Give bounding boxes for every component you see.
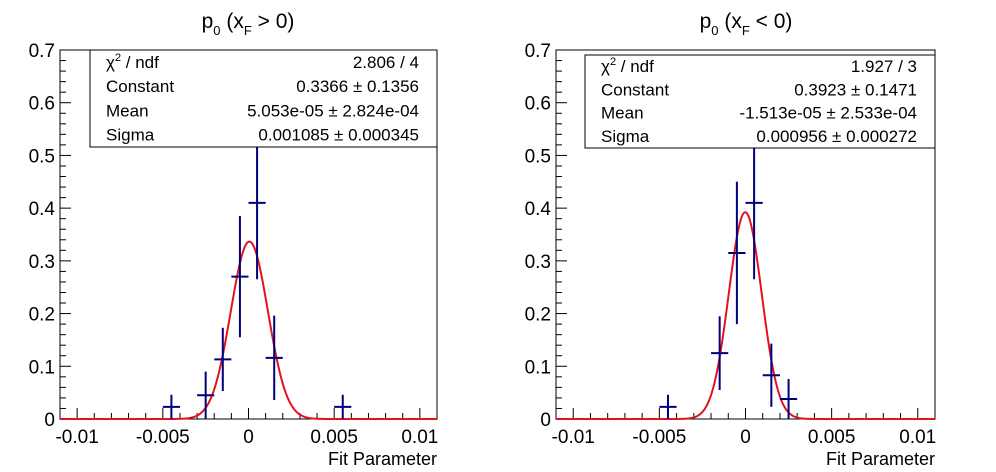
y-tick-label: 0.1: [29, 357, 55, 378]
stats-label: Sigma: [601, 127, 650, 146]
data-point: [334, 394, 352, 419]
x-axis-label: Fit Parameter: [826, 449, 935, 469]
y-tick-label: 0.7: [29, 41, 55, 62]
data-point: [214, 327, 232, 392]
title-part-1: 0: [711, 23, 718, 38]
y-tick-label: 0.2: [29, 305, 55, 326]
stats-value: 0.3366 ± 0.1356: [296, 77, 419, 96]
x-tick-label: 0.005: [808, 427, 856, 448]
title-part-0: p: [700, 10, 712, 33]
data-point: [728, 181, 746, 325]
y-tick-label: 0.2: [525, 305, 551, 326]
data-point: [659, 394, 677, 419]
y-tick-label: 0.3: [29, 252, 55, 273]
data-point: [745, 126, 763, 280]
stats-label: Constant: [601, 80, 669, 99]
y-tick-label: 0.4: [29, 199, 56, 220]
stats-label-main: Sigma: [601, 127, 650, 146]
stats-value: 5.053e-05 ± 2.824e-04: [247, 101, 419, 120]
y-tick-label: 0.5: [29, 146, 55, 167]
title-part-2: (x: [221, 10, 245, 33]
data-point: [762, 343, 780, 407]
y-tick-label: 0.5: [525, 146, 551, 167]
gaussian-fit-curve: [556, 211, 935, 420]
title-part-4: < 0): [750, 10, 793, 33]
stats-label-main: χ: [601, 57, 610, 76]
stats-label: χ2 / ndf: [106, 52, 159, 72]
stats-label-sup: 2: [610, 56, 616, 68]
title-part-3: F: [244, 23, 252, 38]
gaussian-fit-curve: [60, 240, 437, 420]
data-point: [779, 378, 798, 419]
x-tick-label: -0.01: [552, 427, 595, 448]
stats-label-main: χ: [106, 53, 115, 72]
stats-label-main: Mean: [106, 101, 149, 120]
stats-label: χ2 / ndf: [601, 56, 654, 76]
y-tick-label: 0: [44, 410, 55, 431]
stats-label-sup: 2: [115, 52, 121, 64]
stats-label-main: Mean: [601, 104, 644, 123]
y-tick-label: 0.4: [525, 199, 552, 220]
x-tick-label: -0.005: [136, 427, 190, 448]
x-tick-label: 0: [243, 427, 254, 448]
stats-box-frame: [584, 54, 936, 149]
stats-value: 0.3923 ± 0.1471: [794, 80, 917, 99]
x-tick-label: 0.01: [401, 427, 438, 448]
data-point: [265, 315, 283, 401]
data-point: [197, 371, 215, 419]
y-tick-label: 0.6: [29, 94, 55, 115]
stats-value: 2.806 / 4: [353, 53, 419, 72]
chart-panel-2: p0 (xF < 0)00.10.20.30.40.50.60.7-0.01 -0…: [525, 10, 937, 469]
title-part-3: F: [742, 23, 750, 38]
y-tick-label: 0.3: [525, 252, 551, 273]
stats-value: 1.927 / 3: [851, 57, 917, 76]
data-point: [231, 216, 249, 338]
stats-label-main: Sigma: [106, 126, 155, 145]
data-point: [711, 316, 729, 391]
data-point: [248, 126, 266, 280]
y-tick-label: 0: [540, 410, 551, 431]
stats-label-rest: / ndf: [616, 57, 654, 76]
title-part-0: p: [202, 10, 214, 33]
chart-title: p0 (xF < 0): [700, 10, 793, 38]
title-part-1: 0: [213, 23, 220, 38]
stats-label: Sigma: [106, 126, 155, 145]
data-point: [162, 394, 180, 419]
chart-panel-1: p0 (xF > 0)00.10.20.30.40.50.60.7-0.01 -0…: [29, 10, 439, 469]
stats-label-rest: / ndf: [121, 53, 159, 72]
stats-label: Mean: [106, 101, 149, 120]
x-tick-label: 0.005: [310, 427, 358, 448]
x-tick-label: -0.01: [55, 427, 98, 448]
stats-value: -1.513e-05 ± 2.533e-04: [739, 104, 917, 123]
y-tick-label: 0.7: [525, 41, 551, 62]
chart-title: p0 (xF > 0): [202, 10, 295, 38]
stats-value: 0.000956 ± 0.000272: [756, 127, 917, 146]
y-tick-label: 0.1: [525, 357, 551, 378]
x-tick-label: 0.01: [899, 427, 936, 448]
x-axis-label: Fit Parameter: [328, 449, 437, 469]
fit-stats-box: χ2 / ndf 1.927 / 3 Constant 0.3923 ± 0.1471…: [584, 54, 936, 149]
x-tick-label: -0.005: [632, 427, 686, 448]
title-part-4: > 0): [252, 10, 295, 33]
stats-label-main: Constant: [601, 80, 669, 99]
y-tick-label: 0.6: [525, 94, 551, 115]
title-part-2: (x: [719, 10, 743, 33]
x-tick-label: 0: [740, 427, 751, 448]
stats-label: Mean: [601, 104, 644, 123]
fit-stats-box: χ2 / ndf 2.806 / 4 Constant 0.3366 ± 0.1356…: [89, 49, 438, 148]
stats-label: Constant: [106, 77, 174, 96]
stats-value: 0.001085 ± 0.000345: [258, 126, 419, 145]
stats-box-frame: [89, 49, 438, 148]
stats-label-main: Constant: [106, 77, 174, 96]
